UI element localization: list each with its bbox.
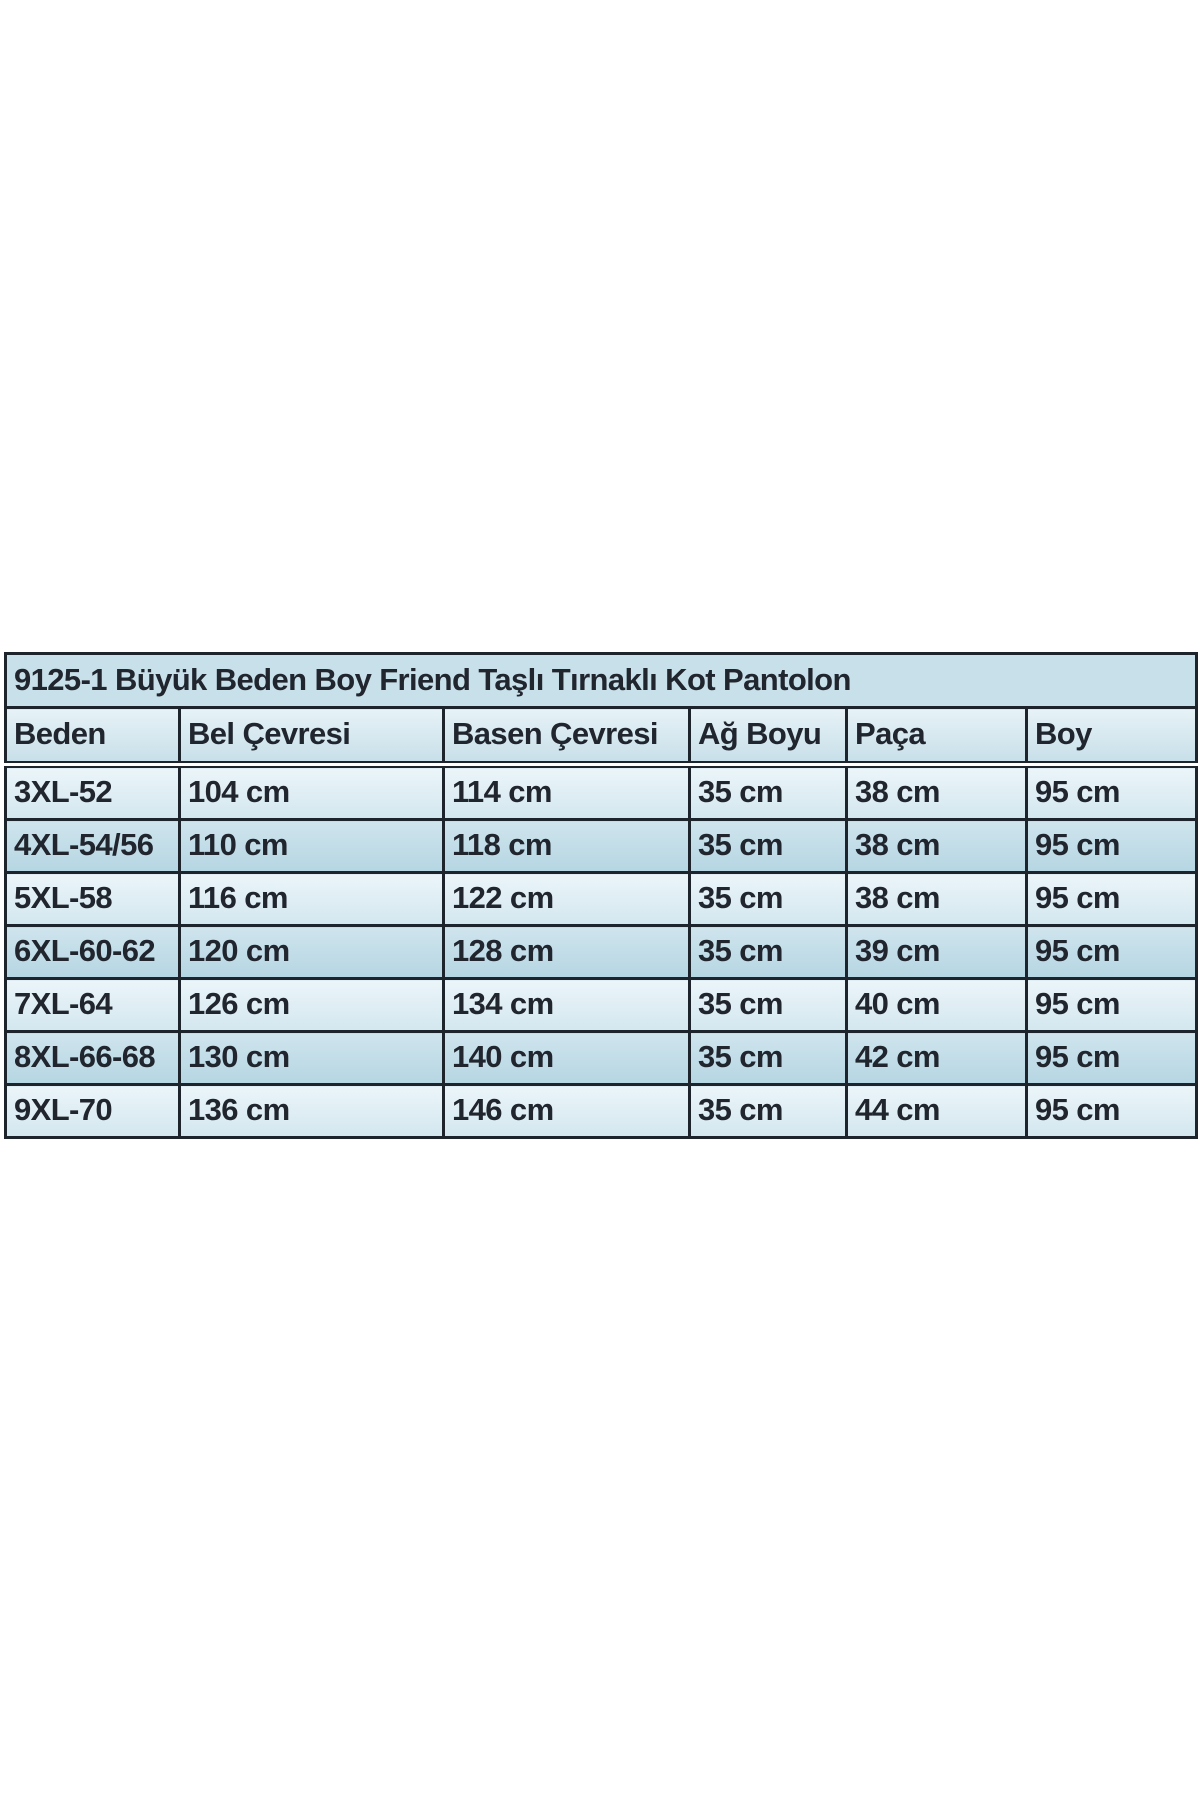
- table-cell: 35 cm: [688, 818, 848, 874]
- table-cell: 110 cm: [178, 818, 445, 874]
- table-row: 3XL-52 104 cm 114 cm 35 cm 38 cm 95 cm: [4, 763, 1199, 821]
- table-row: 9XL-70 136 cm 146 cm 35 cm 44 cm 95 cm: [4, 1083, 1199, 1139]
- table-cell: 35 cm: [688, 1030, 848, 1086]
- table-cell: 120 cm: [178, 924, 445, 980]
- table-cell: 4XL-54/56: [4, 818, 181, 874]
- table-cell: 95 cm: [1024, 1030, 1199, 1086]
- table-cell: 35 cm: [688, 977, 848, 1033]
- table-row: 7XL-64 126 cm 134 cm 35 cm 40 cm 95 cm: [4, 977, 1199, 1033]
- table-cell: 35 cm: [688, 1083, 848, 1139]
- table-cell: 38 cm: [845, 763, 1028, 821]
- table-cell: 95 cm: [1024, 1083, 1199, 1139]
- table-cell: 116 cm: [178, 871, 445, 927]
- table-cell: 35 cm: [688, 924, 848, 980]
- header-cell: Boy: [1024, 706, 1199, 768]
- table-cell: 95 cm: [1024, 763, 1199, 821]
- table-cell: 140 cm: [442, 1030, 691, 1086]
- table-cell: 7XL-64: [4, 977, 181, 1033]
- table-cell: 130 cm: [178, 1030, 445, 1086]
- table-cell: 35 cm: [688, 871, 848, 927]
- table-cell: 146 cm: [442, 1083, 691, 1139]
- table-row: 4XL-54/56 110 cm 118 cm 35 cm 38 cm 95 cm: [4, 818, 1199, 874]
- table-cell: 126 cm: [178, 977, 445, 1033]
- title-row: 9125-1 Büyük Beden Boy Friend Taşlı Tırn…: [3, 652, 1199, 709]
- table-row: 8XL-66-68 130 cm 140 cm 35 cm 42 cm 95 cm: [4, 1030, 1199, 1086]
- table-cell: 104 cm: [178, 763, 445, 821]
- table-cell: 38 cm: [845, 871, 1028, 927]
- table-cell: 40 cm: [845, 977, 1028, 1033]
- header-cell: Ağ Boyu: [688, 706, 848, 768]
- table-cell: 114 cm: [442, 763, 691, 821]
- chart-title: 9125-1 Büyük Beden Boy Friend Taşlı Tırn…: [3, 652, 1199, 709]
- table-cell: 118 cm: [442, 818, 691, 874]
- table-cell: 5XL-58: [4, 871, 181, 927]
- table-cell: 128 cm: [442, 924, 691, 980]
- table-cell: 6XL-60-62: [4, 924, 181, 980]
- table-cell: 3XL-52: [4, 763, 181, 821]
- table-cell: 95 cm: [1024, 924, 1199, 980]
- header-cell: Bel Çevresi: [178, 706, 445, 768]
- table-cell: 39 cm: [845, 924, 1028, 980]
- table-cell: 95 cm: [1024, 818, 1199, 874]
- table-cell: 134 cm: [442, 977, 691, 1033]
- table-cell: 122 cm: [442, 871, 691, 927]
- table-row: 6XL-60-62 120 cm 128 cm 35 cm 39 cm 95 cm: [4, 924, 1199, 980]
- table-cell: 95 cm: [1024, 977, 1199, 1033]
- header-cell: Beden: [4, 706, 181, 768]
- size-chart-table: 9125-1 Büyük Beden Boy Friend Taşlı Tırn…: [3, 652, 1199, 1139]
- table-row: 5XL-58 116 cm 122 cm 35 cm 38 cm 95 cm: [4, 871, 1199, 927]
- header-cell: Basen Çevresi: [442, 706, 691, 768]
- header-row: Beden Bel Çevresi Basen Çevresi Ağ Boyu Paça…: [4, 706, 1199, 768]
- header-cell: Paça: [845, 706, 1028, 768]
- table-cell: 38 cm: [845, 818, 1028, 874]
- table-cell: 44 cm: [845, 1083, 1028, 1139]
- table-cell: 9XL-70: [4, 1083, 181, 1139]
- table-cell: 8XL-66-68: [4, 1030, 181, 1086]
- table-cell: 95 cm: [1024, 871, 1199, 927]
- table-cell: 42 cm: [845, 1030, 1028, 1086]
- table-cell: 35 cm: [688, 763, 848, 821]
- table-body: 3XL-52 104 cm 114 cm 35 cm 38 cm 95 cm 4XL-54/…: [4, 763, 1199, 1139]
- table-cell: 136 cm: [178, 1083, 445, 1139]
